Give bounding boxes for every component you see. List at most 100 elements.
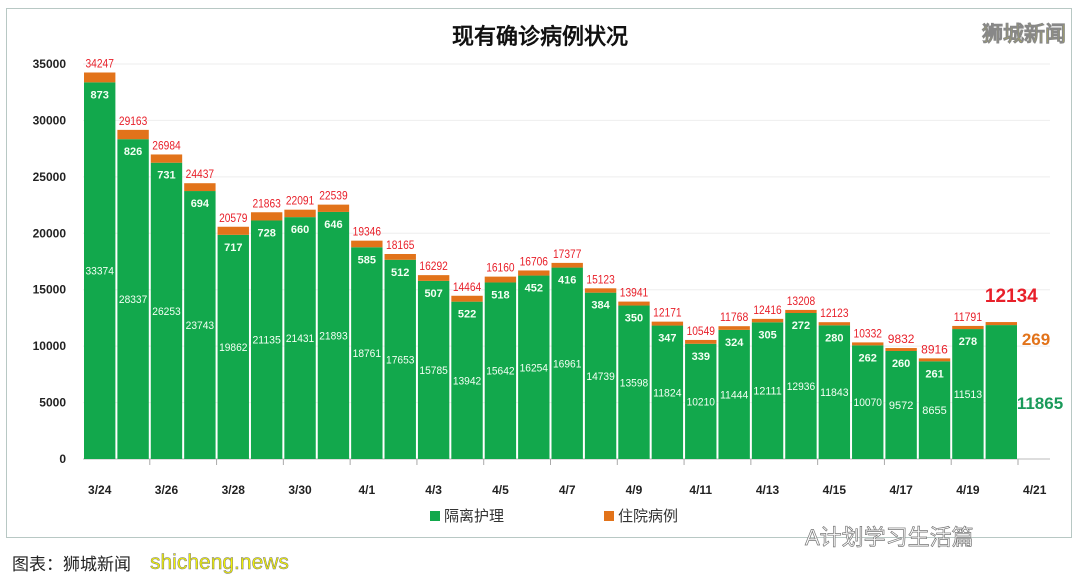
- total-label: 13208: [787, 294, 816, 308]
- hospital-label: 826: [124, 146, 142, 158]
- isolation-label: 26253: [152, 306, 180, 318]
- isolation-label: 10210: [687, 396, 715, 408]
- bar-segment-hospital: [150, 154, 183, 163]
- bar-segment-isolation: [184, 191, 216, 460]
- x-tick-label: 4/5: [492, 483, 509, 497]
- total-label: 11791: [954, 310, 983, 324]
- bar-segment-isolation: [685, 343, 717, 459]
- bar-segment-hospital: [952, 325, 984, 330]
- isolation-label: 11824: [653, 387, 681, 399]
- total-label: 11768: [720, 310, 749, 324]
- bar-segment-hospital: [184, 183, 216, 192]
- bar-segment-hospital: [751, 318, 784, 323]
- total-label: 16706: [520, 254, 549, 268]
- bar-segment-hospital: [885, 348, 917, 351]
- bar-segment-isolation: [785, 313, 817, 459]
- hospital-label: 416: [558, 275, 576, 287]
- hospital-label: 280: [825, 332, 843, 344]
- isolation-label: 13598: [620, 377, 648, 389]
- hospital-label: 518: [491, 289, 509, 301]
- isolation-label: 17653: [386, 354, 414, 366]
- bar-segment-isolation: [518, 275, 550, 459]
- hospital-label: 324: [725, 337, 744, 349]
- isolation-label: 16254: [520, 362, 548, 374]
- x-tick-label: 3/24: [88, 483, 112, 497]
- bar-segment-hospital: [718, 326, 750, 330]
- bar-segment-isolation: [451, 301, 483, 459]
- bar-segment-isolation: [417, 280, 450, 459]
- isolation-label: 9572: [889, 400, 913, 412]
- y-tick-label: 5000: [39, 396, 66, 410]
- isolation-label: 23743: [186, 320, 214, 332]
- chart-frame: [6, 8, 1072, 538]
- bar-segment-hospital: [117, 129, 149, 140]
- hospital-label: 339: [692, 351, 710, 363]
- bar-segment-hospital: [384, 253, 416, 260]
- hospital-label: 660: [291, 224, 309, 236]
- x-tick-label: 4/3: [425, 483, 442, 497]
- isolation-label: 14739: [586, 371, 614, 383]
- x-tick-label: 4/7: [559, 483, 576, 497]
- legend-label: 隔离护理: [444, 508, 504, 525]
- total-label: 19346: [353, 225, 382, 239]
- bar-segment-hospital: [217, 226, 249, 235]
- legend-swatch: [604, 511, 614, 521]
- bar-segment-isolation: [551, 267, 583, 459]
- isolation-label: 19862: [219, 342, 247, 354]
- bar-segment-isolation: [351, 247, 383, 459]
- bar-segment-hospital: [918, 358, 951, 362]
- x-tick-label: 4/9: [626, 483, 643, 497]
- isolation-label: 13942: [453, 375, 481, 387]
- bar-segment-hospital: [250, 212, 283, 221]
- y-tick-label: 15000: [33, 283, 67, 297]
- total-label: 12171: [653, 306, 682, 320]
- isolation-label: 21135: [252, 335, 280, 347]
- bar-segment-isolation: [84, 82, 116, 459]
- hospital-label: 260: [892, 358, 910, 370]
- hospital-label: 278: [959, 336, 977, 348]
- x-tick-label: 4/1: [358, 483, 375, 497]
- bar-segment-isolation: [918, 361, 951, 459]
- bar-segment-isolation: [952, 329, 984, 459]
- total-label: 12123: [820, 306, 849, 320]
- isolation-label: 15642: [486, 366, 514, 378]
- bar-segment-hospital: [651, 321, 684, 326]
- y-tick-label: 0: [59, 452, 66, 466]
- bar-segment-isolation: [150, 162, 183, 460]
- bar-segment-isolation: [317, 211, 350, 459]
- hospital-label: 694: [191, 198, 210, 210]
- bar-segment-hospital: [785, 309, 817, 314]
- total-label: 17377: [553, 247, 582, 261]
- bar-segment-hospital: [985, 322, 1017, 326]
- isolation-label: 10070: [854, 397, 882, 409]
- bar-segment-isolation: [818, 325, 851, 459]
- y-tick-label: 20000: [33, 226, 67, 240]
- y-tick-label: 25000: [33, 170, 67, 184]
- watermark: A计划学习生活篇: [805, 525, 974, 551]
- isolation-label: 15785: [419, 365, 447, 377]
- hospital-label: 731: [157, 170, 175, 182]
- total-label: 22539: [319, 189, 348, 203]
- x-tick-label: 3/26: [155, 483, 179, 497]
- total-label: 18165: [386, 238, 415, 252]
- total-label: 22091: [286, 194, 315, 208]
- y-tick-label: 35000: [33, 57, 67, 71]
- x-tick-label: 4/11: [689, 483, 712, 497]
- bar-segment-hospital: [451, 295, 483, 302]
- brand-logo: 狮城新闻: [982, 23, 1067, 47]
- total-label: 21863: [252, 196, 281, 210]
- x-tick-label: 3/30: [288, 483, 312, 497]
- total-label: 16292: [419, 259, 448, 273]
- hospital-label: 873: [91, 89, 109, 101]
- x-tick-label: 4/13: [756, 483, 780, 497]
- isolation-label: 12936: [787, 381, 815, 393]
- bar-segment-hospital: [518, 270, 550, 276]
- total-label: 16160: [486, 261, 515, 275]
- hospital-label: 728: [257, 227, 275, 239]
- x-tick-label: 4/15: [823, 483, 847, 497]
- bar-segment-isolation: [885, 350, 917, 459]
- hospital-label: 384: [591, 300, 610, 312]
- hospital-label: 452: [525, 283, 543, 295]
- hospital-label: 717: [224, 242, 242, 254]
- hospital-label: 522: [458, 309, 476, 321]
